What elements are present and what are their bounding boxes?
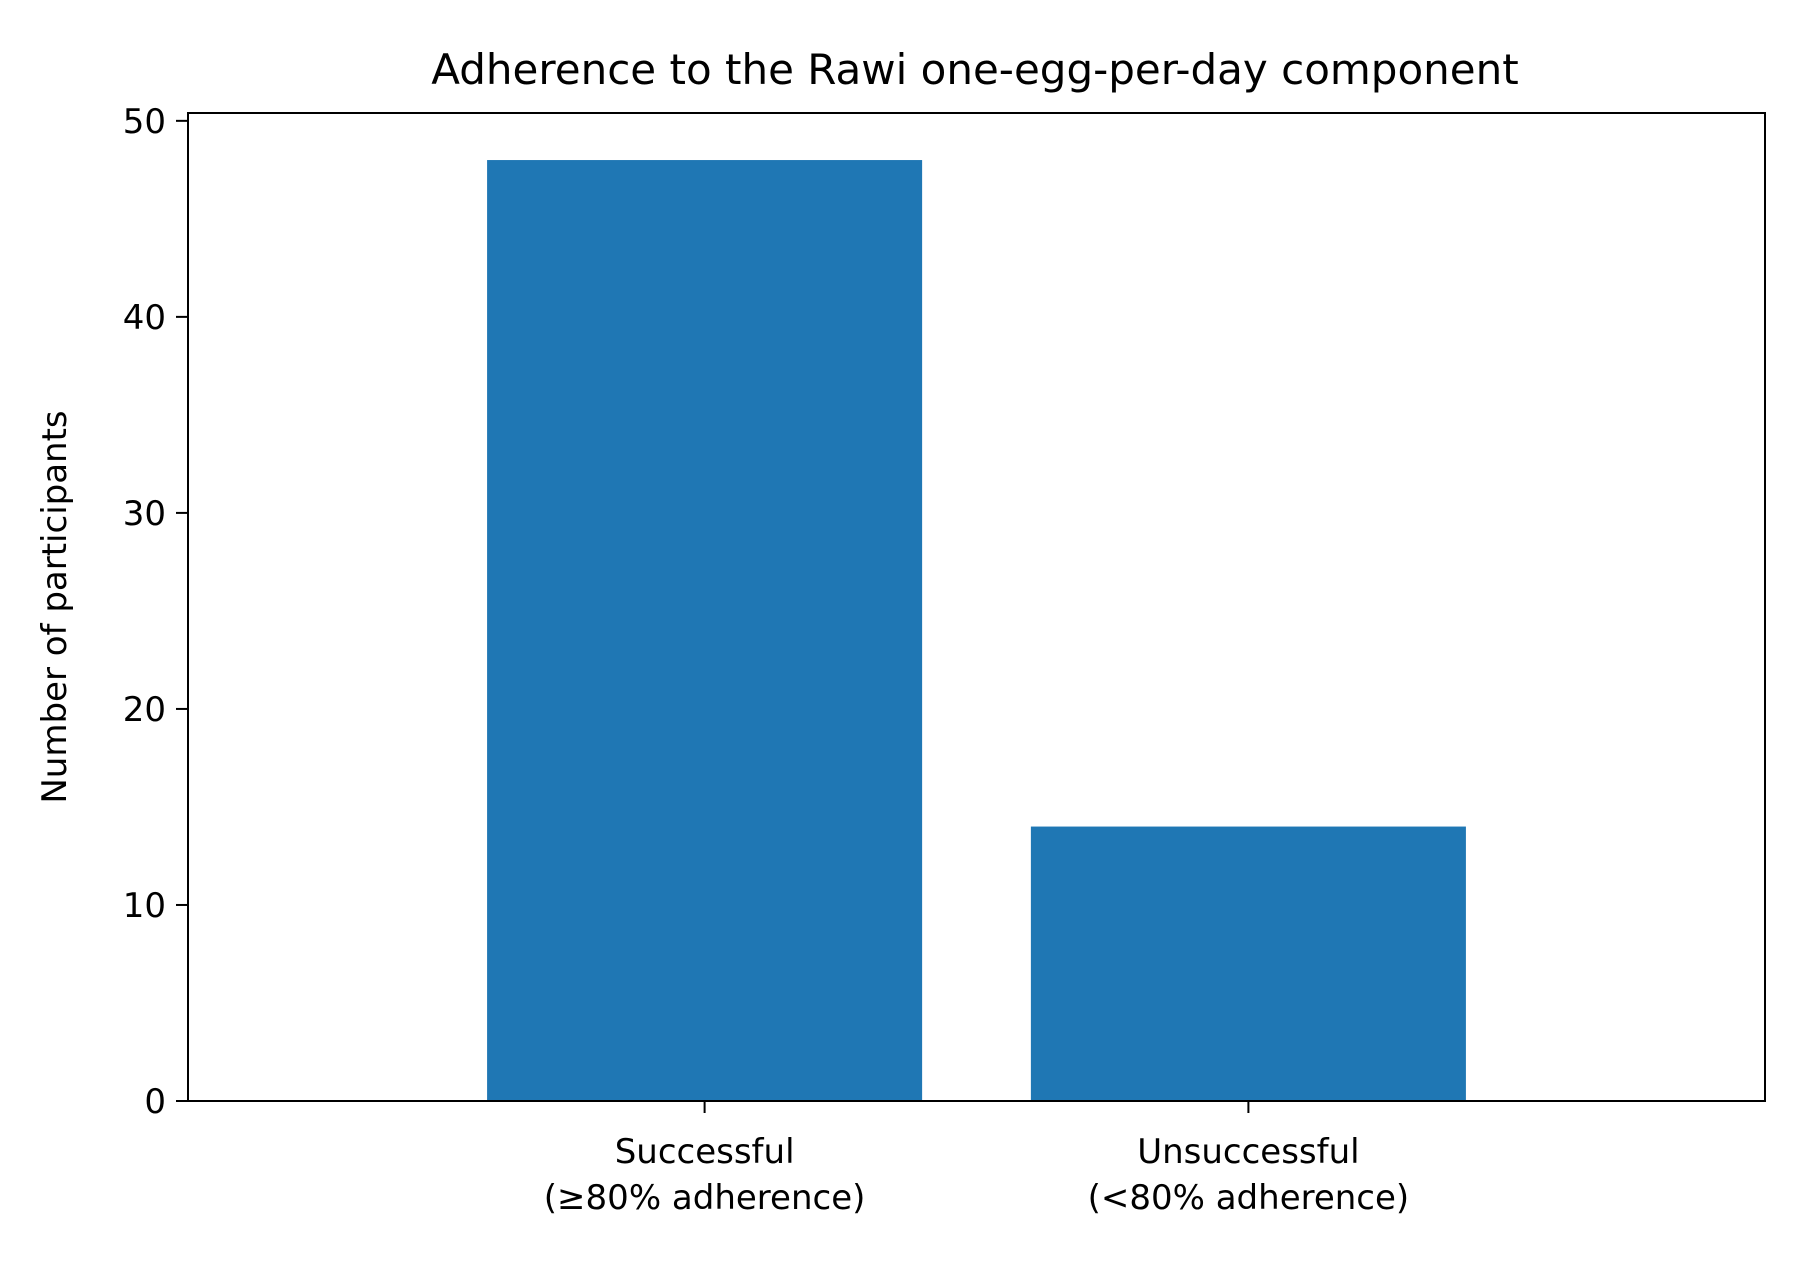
y-tick-label: 20 [123, 690, 166, 730]
y-tick-label: 50 [123, 102, 166, 142]
chart-title: Adherence to the Rawi one-egg-per-day co… [431, 45, 1518, 94]
x-tick-label: Successful (≥80% adherence) [544, 1132, 866, 1218]
bar-1 [487, 160, 923, 1102]
bar-2 [1030, 826, 1466, 1101]
y-tick-label: 40 [123, 298, 166, 338]
y-tick-label: 30 [123, 494, 166, 534]
y-tick-label: 0 [144, 1082, 166, 1122]
plot-area: 0 10 20 30 40 50 Successful (≥80% adherence) Uns… [123, 102, 1466, 1218]
plot-frame [187, 112, 1766, 1102]
y-tick-label: 10 [123, 886, 166, 926]
x-tick-label: Unsuccessful (<80% adherence) [1088, 1132, 1410, 1218]
y-axis-label: Number of participants [35, 410, 75, 803]
